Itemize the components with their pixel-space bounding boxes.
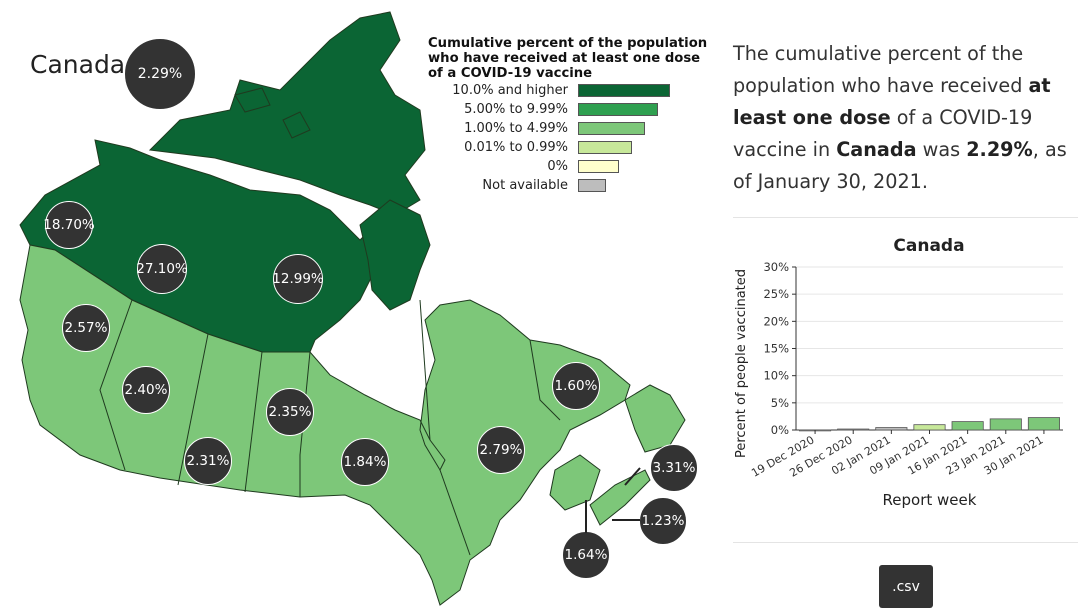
- legend-item: 5.00% to 9.99%: [428, 100, 718, 119]
- bubble-label: 2.40%: [124, 382, 168, 398]
- legend-item-label: 5.00% to 9.99%: [464, 102, 568, 117]
- summary-part: The cumulative percent of the population…: [733, 42, 1029, 97]
- provinces-region: [19, 244, 631, 606]
- bar: [837, 428, 870, 431]
- legend-item-label: 0%: [547, 159, 568, 174]
- summary-bold: at least one dose: [733, 74, 1051, 129]
- y-axis-label: Percent of people vaccinated: [734, 269, 749, 458]
- legend-item-label: 1.00% to 4.99%: [464, 121, 568, 136]
- bar: [989, 418, 1022, 431]
- y-tick-label: 0%: [771, 423, 789, 437]
- legend-item-label: 10.0% and higher: [452, 83, 568, 98]
- bubble-label: 2.57%: [64, 320, 108, 336]
- y-tick-label: 25%: [763, 287, 789, 301]
- legend-item: 0.01% to 0.99%: [428, 138, 718, 157]
- bubble-label: 18.70%: [43, 217, 95, 233]
- bubble-label: 2.35%: [268, 404, 312, 420]
- legend-swatch: [578, 122, 645, 135]
- bubble-nova-scotia[interactable]: 3.31%: [650, 444, 698, 492]
- legend-item: 0%: [428, 157, 718, 176]
- island-small-2: [282, 111, 311, 139]
- legend-swatch: [578, 141, 632, 154]
- bubble-label: 2.31%: [186, 453, 230, 469]
- divider-bottom: [733, 542, 1078, 543]
- legend-item: 10.0% and higher: [428, 81, 718, 100]
- bar: [951, 421, 984, 431]
- newfoundland-region: [624, 384, 686, 453]
- country-label: Canada: [30, 50, 126, 79]
- bubble-saskatchewan[interactable]: 2.31%: [184, 437, 232, 485]
- bubble-new-brunswick[interactable]: 1.64%: [562, 531, 610, 579]
- bubble-label: 1.84%: [343, 454, 387, 470]
- y-tick-label: 30%: [763, 260, 789, 274]
- summary-bold: Canada: [836, 138, 917, 161]
- y-tick-label: 15%: [763, 342, 789, 356]
- y-tick-label: 10%: [763, 369, 789, 383]
- legend-swatch: [578, 84, 670, 97]
- legend-item-label: Not available: [482, 178, 568, 193]
- bubble-label: 3.31%: [652, 460, 696, 476]
- x-axis-label: Report week: [883, 491, 977, 509]
- bubble-label: 1.64%: [564, 547, 608, 563]
- bubble-alberta[interactable]: 2.40%: [122, 366, 170, 414]
- country-value: 2.29%: [137, 66, 183, 82]
- legend-item: Not available: [428, 176, 718, 195]
- maritimes-region: [549, 454, 601, 511]
- bubble-label: 1.60%: [554, 378, 598, 394]
- baffin-island: [359, 199, 431, 311]
- island-small-1: [234, 87, 271, 113]
- bubble-label: 27.10%: [136, 261, 188, 277]
- map-legend: Cumulative percent of the population who…: [428, 36, 718, 195]
- bubble-newfoundland-and-labrador[interactable]: 1.60%: [552, 362, 600, 410]
- summary-part: , as of January 30, 2021.: [733, 138, 1067, 193]
- legend-swatch: [578, 103, 658, 116]
- summary-part: was: [916, 138, 967, 161]
- divider-top: [733, 217, 1078, 218]
- legend-swatch: [578, 160, 619, 173]
- y-tick-label: 5%: [771, 396, 789, 410]
- bubble-northwest-territories[interactable]: 27.10%: [136, 244, 188, 294]
- legend-swatch: [578, 179, 606, 192]
- bubble-yukon[interactable]: 18.70%: [43, 201, 95, 249]
- bubble-label: 12.99%: [272, 271, 324, 287]
- bubble-quebec[interactable]: 2.79%: [477, 426, 525, 474]
- bubble-british-columbia[interactable]: 2.57%: [62, 304, 110, 352]
- summary-text: The cumulative percent of the population…: [733, 38, 1078, 198]
- chart-title: Canada: [893, 236, 965, 256]
- province-borders: [99, 299, 561, 556]
- bar: [913, 424, 946, 431]
- bubble-label: 1.23%: [641, 513, 685, 529]
- summary-bold: 2.29%: [966, 138, 1033, 161]
- bar: [875, 427, 908, 431]
- csv-download-button[interactable]: .csv: [879, 565, 933, 608]
- bubble-manitoba[interactable]: 2.35%: [266, 388, 314, 436]
- bubble-nunavut[interactable]: 12.99%: [272, 254, 324, 304]
- legend-item: 1.00% to 4.99%: [428, 119, 718, 138]
- country-value-bubble: 2.29%: [124, 38, 196, 110]
- summary-part: of a COVID-19 vaccine in: [733, 106, 1033, 161]
- legend-title: Cumulative percent of the population who…: [428, 36, 708, 81]
- bar: [1027, 417, 1060, 431]
- bubble-label: 2.79%: [479, 442, 523, 458]
- legend-item-label: 0.01% to 0.99%: [464, 140, 568, 155]
- bubble-ontario[interactable]: 1.84%: [341, 438, 389, 486]
- bubble-prince-edward-island[interactable]: 1.23%: [639, 497, 687, 545]
- y-tick-label: 20%: [763, 314, 789, 328]
- arctic-islands: [148, 11, 426, 216]
